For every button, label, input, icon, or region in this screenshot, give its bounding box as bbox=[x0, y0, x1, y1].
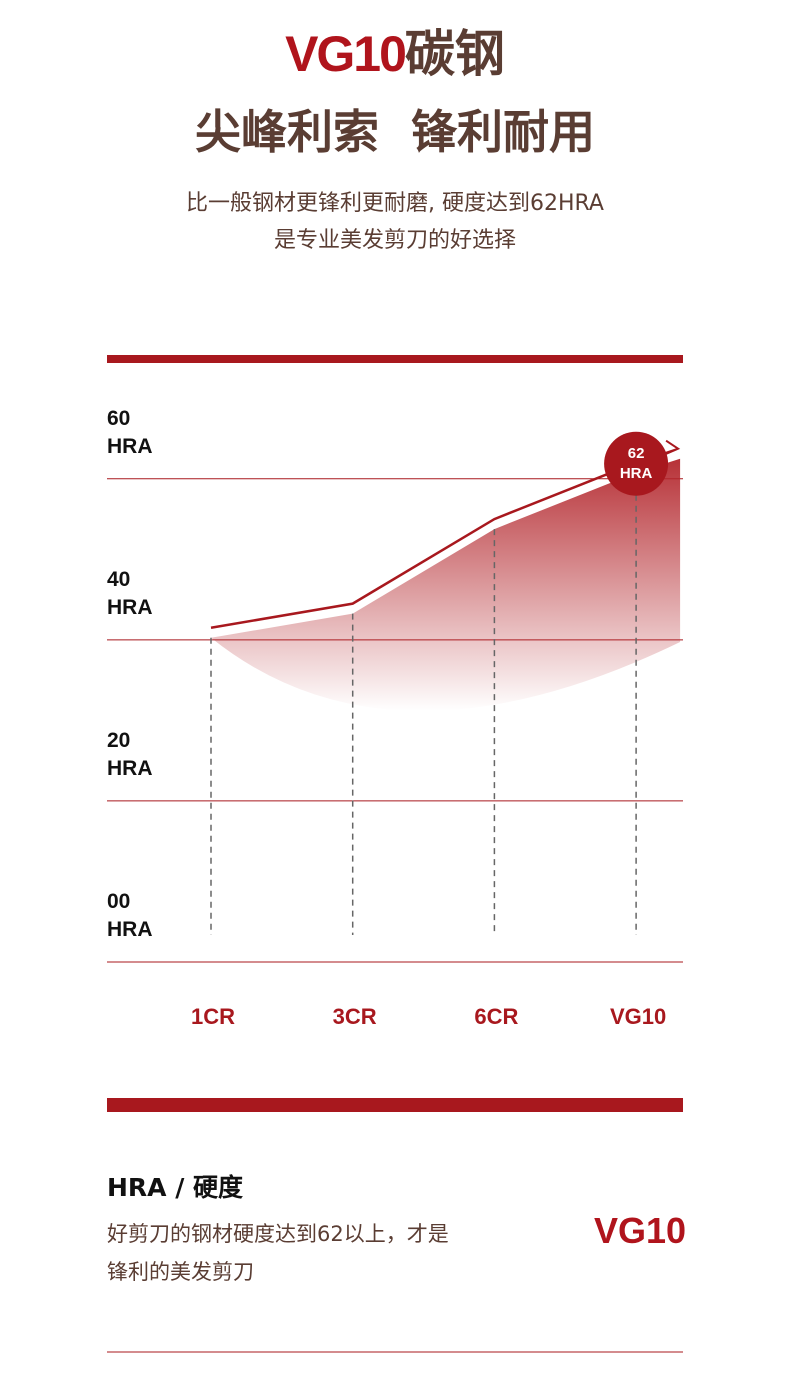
footer-heading: HRA / 硬度 bbox=[107, 1173, 244, 1202]
x-tick-label: VG10 bbox=[609, 1004, 667, 1029]
footer-line-text: 好剪刀的钢材硬度达到62以上，才是 bbox=[107, 1222, 449, 1246]
footer-badge: VG10 bbox=[593, 1210, 686, 1251]
top-bar bbox=[107, 355, 683, 363]
value-badge bbox=[604, 431, 669, 496]
title: VG10碳钢 bbox=[0, 22, 790, 86]
x-tick-label: 3CR bbox=[332, 1004, 377, 1029]
title-latin: VG10 bbox=[285, 26, 407, 82]
title-cn: 碳钢 bbox=[404, 25, 505, 83]
x-tick-label: 1CR bbox=[190, 1004, 235, 1029]
y-tick-label: 20 HRA bbox=[107, 728, 153, 780]
description-line: 比一般钢材更锋利更耐磨, 硬度达到62HRA bbox=[186, 191, 604, 216]
bottom-bar bbox=[107, 1098, 683, 1112]
footer-line-text: 锋利的美发剪刀 bbox=[107, 1260, 254, 1284]
x-tick-label: 6CR bbox=[474, 1004, 519, 1029]
area-fill bbox=[211, 458, 681, 711]
line bbox=[210, 461, 637, 630]
value-label: 62 HRA bbox=[619, 444, 653, 482]
y-tick-label: 00 HRA bbox=[107, 890, 153, 941]
y-tick-label: 40 HRA bbox=[107, 567, 153, 619]
y-tick-label: 60 HRA bbox=[107, 406, 153, 458]
subtitle: 尖峰利索 锋利耐用 bbox=[194, 105, 596, 159]
description-line: 是专业美发剪刀的好选择 bbox=[273, 228, 516, 253]
